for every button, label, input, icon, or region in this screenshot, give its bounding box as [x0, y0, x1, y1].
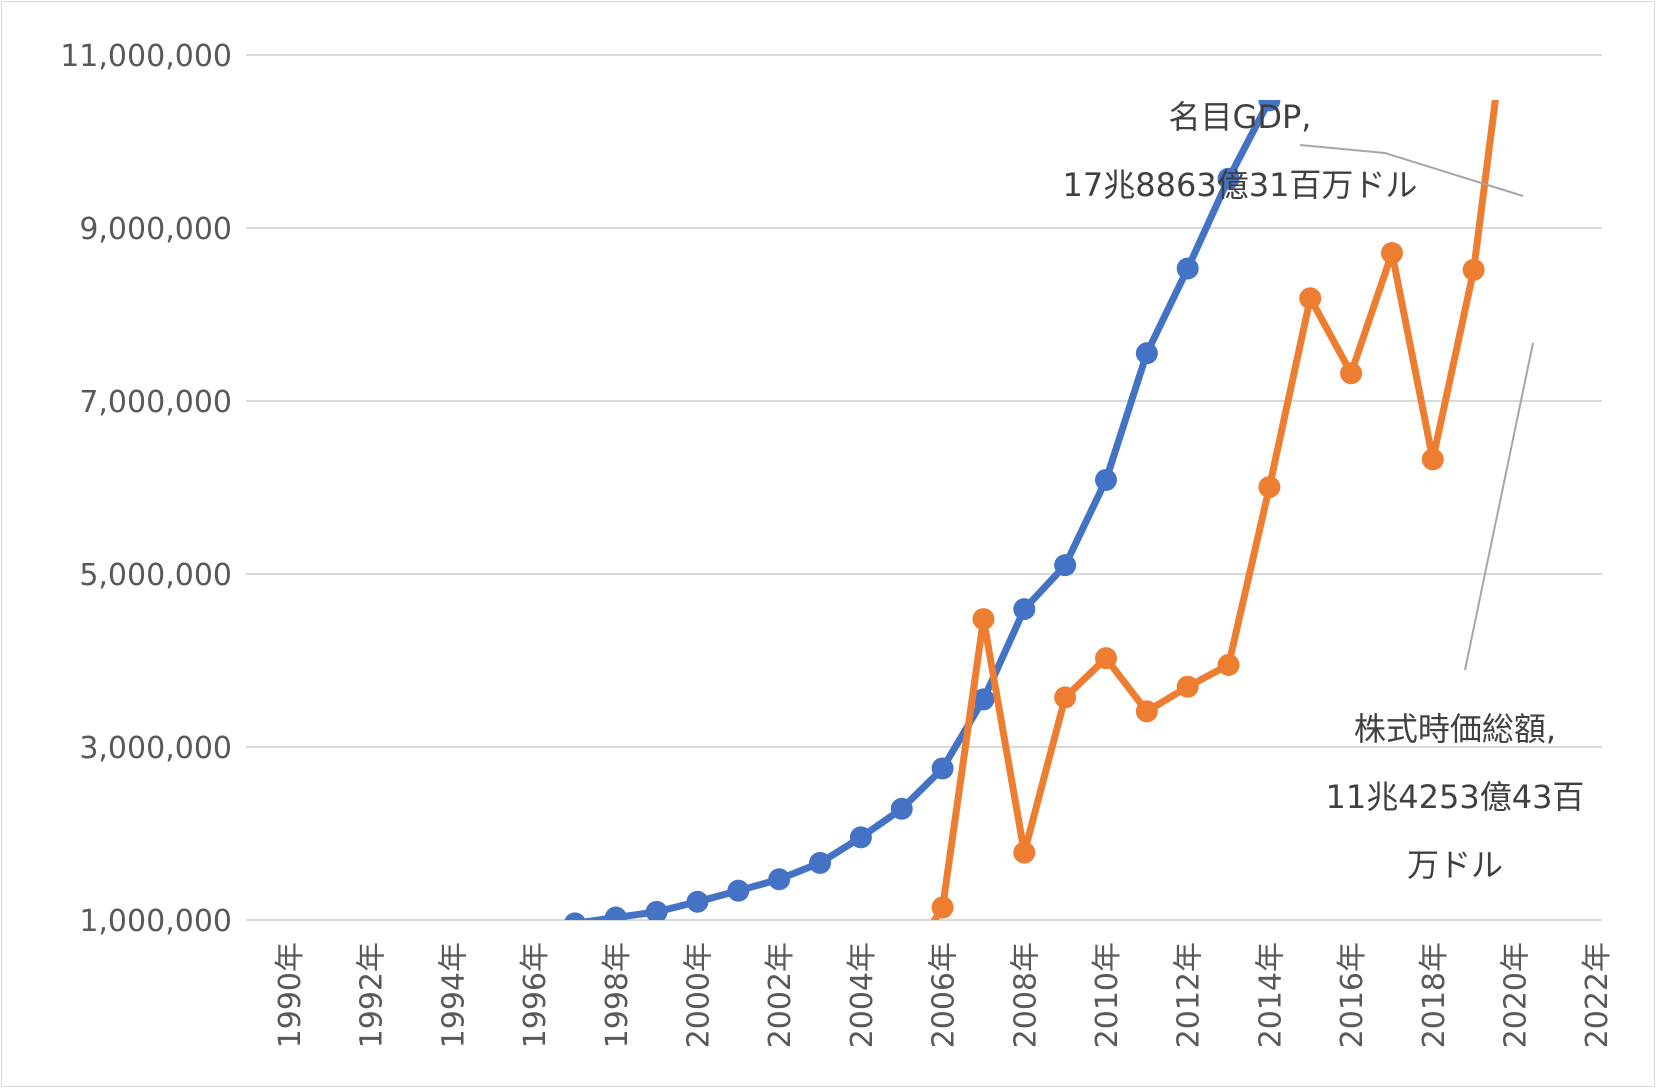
x-tick-label: 2012年 — [1172, 942, 1207, 1048]
y-tick-label: 1,000,000 — [79, 904, 232, 939]
x-tick-label: 2004年 — [845, 942, 880, 1048]
x-tick-label: 2018年 — [1417, 942, 1452, 1048]
annotation-text: 17兆8863億31百万ドル — [1063, 166, 1418, 204]
data-point — [1299, 39, 1321, 61]
x-tick-label: 2016年 — [1335, 942, 1370, 1048]
x-tick-label: 1992年 — [355, 942, 390, 1048]
data-point — [645, 900, 668, 920]
data-point — [1340, 24, 1362, 46]
annotation-text: 株式時価総額, — [1354, 710, 1556, 748]
data-point — [1054, 554, 1077, 577]
y-tick-label: 9,000,000 — [79, 212, 232, 247]
x-tick-label: 2022年 — [1580, 942, 1615, 1048]
data-point — [1054, 686, 1077, 709]
series-group — [564, 7, 1607, 920]
data-point — [849, 826, 872, 849]
x-tick-label: 2014年 — [1253, 942, 1288, 1048]
series-1 — [930, 7, 1607, 920]
data-point — [1380, 241, 1403, 264]
y-tick-label: 3,000,000 — [79, 731, 232, 766]
data-point — [1013, 598, 1036, 621]
y-tick-label: 11,000,000 — [60, 39, 232, 74]
data-point — [931, 757, 954, 780]
data-point — [1176, 257, 1199, 280]
data-point — [1258, 476, 1281, 499]
annotation-text: 11兆4253億43百 — [1326, 778, 1585, 816]
x-tick-label: 1996年 — [518, 942, 553, 1048]
x-tick-label: 2002年 — [763, 942, 798, 1048]
data-point — [809, 851, 832, 874]
x-tick-label: 2020年 — [1499, 942, 1534, 1048]
x-tick-label: 2008年 — [1008, 942, 1043, 1048]
annotation-text: 万ドル — [1407, 846, 1503, 884]
data-point — [1217, 653, 1240, 676]
annotation-0: 名目GDP, 17兆8863億31百万ドル — [1063, 98, 1524, 204]
x-tick-label: 1994年 — [436, 942, 471, 1048]
x-tick-label: 2010年 — [1090, 942, 1125, 1048]
data-point — [972, 688, 995, 711]
data-point — [1176, 675, 1199, 698]
data-point — [1340, 362, 1363, 385]
y-tick-label: 5,000,000 — [79, 558, 232, 593]
annotation-text: 名目GDP, — [1169, 98, 1312, 136]
x-tick-label: 2000年 — [682, 942, 717, 1048]
gridlines — [246, 54, 1602, 921]
data-point — [1299, 287, 1322, 310]
data-point — [1095, 468, 1117, 491]
data-point — [686, 890, 709, 913]
data-point — [727, 879, 750, 902]
leader-line — [1299, 144, 1524, 197]
data-point — [890, 797, 913, 820]
data-point — [972, 608, 995, 631]
data-point — [1095, 647, 1117, 670]
x-tick-label: 1990年 — [273, 942, 308, 1048]
data-point — [1217, 167, 1240, 190]
y-axis-tick-labels: 1,000,000 3,000,000 5,000,000 7,000,000 9,00… — [60, 39, 232, 939]
data-point — [1135, 700, 1158, 723]
data-point — [604, 906, 627, 920]
data-point — [1585, 7, 1607, 29]
data-point — [1013, 841, 1036, 864]
x-tick-label: 1998年 — [600, 942, 635, 1048]
series-line — [930, 100, 1499, 920]
data-point — [564, 912, 586, 920]
data-point — [931, 896, 954, 919]
data-point — [1258, 100, 1281, 112]
data-point — [768, 868, 791, 891]
y-tick-label: 7,000,000 — [79, 385, 232, 420]
data-point — [1421, 448, 1444, 471]
series-0 — [564, 24, 1362, 920]
data-point — [1135, 342, 1158, 365]
leader-line — [1464, 342, 1534, 671]
data-point — [1462, 258, 1485, 281]
x-axis-tick-labels: 1990年 1992年 1994年 1996年 1998年 2000年 2002年 2004年… — [273, 942, 1615, 1048]
x-tick-label: 2006年 — [927, 942, 962, 1048]
series-line — [574, 100, 1275, 920]
